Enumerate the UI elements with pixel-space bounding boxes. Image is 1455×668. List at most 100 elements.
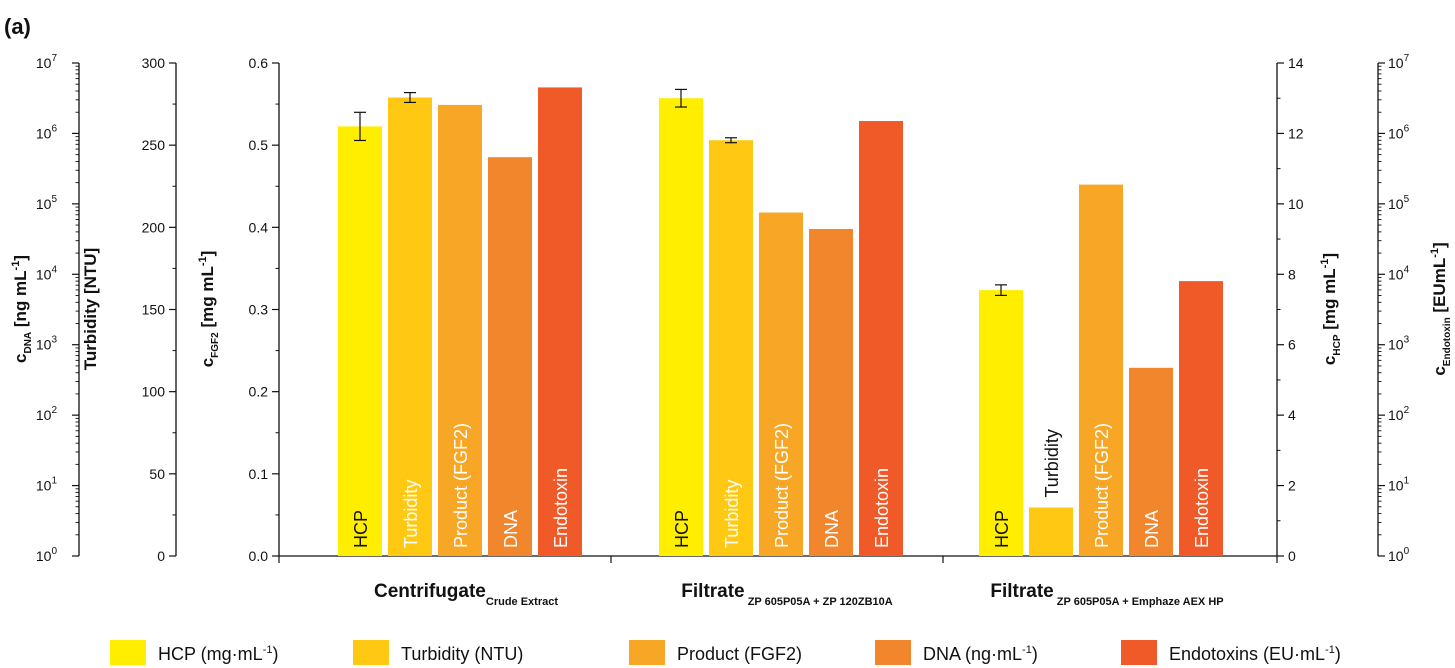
group-label: Filtrate ZP 605P05A + ZP 120ZB10A [681, 581, 892, 608]
turbidity-axis-title: Turbidity [NTU] [81, 248, 100, 370]
legend-label: Endotoxins (EU·mL-1) [1169, 644, 1341, 664]
bar-label: Turbidity [722, 480, 742, 548]
bar-hcp [979, 290, 1023, 556]
turbidity-tick-label: 0 [157, 548, 165, 564]
turbidity-tick-label: 150 [142, 302, 166, 318]
bar-label: HCP [992, 510, 1012, 548]
legend-swatch [110, 640, 146, 665]
turbidity-axis: 0 50 100 150 200 250 300 [142, 55, 177, 564]
hcp-tick-label: 6 [1288, 337, 1296, 353]
fgf2-tick-label: 0.6 [249, 55, 269, 71]
endotoxin-tick-label: 100 [1388, 546, 1410, 564]
bar-label: Endotoxin [551, 468, 571, 548]
dna-tick-label: 101 [36, 476, 58, 494]
bar-label: HCP [351, 510, 371, 548]
fgf2-tick-label: 0.1 [249, 466, 269, 482]
bar-dna [488, 157, 532, 556]
endotoxin-tick-label: 105 [1388, 194, 1410, 212]
turbidity-tick-label: 50 [149, 466, 165, 482]
hcp-tick-label: 0 [1288, 548, 1296, 564]
group-label: CentrifugateCrude Extract [374, 581, 558, 608]
endotoxin-tick-label: 102 [1388, 405, 1410, 423]
legend-label: Turbidity (NTU) [401, 644, 523, 664]
hcp-tick-label: 10 [1288, 196, 1304, 212]
bars-layer: HCP Turbidity Product (FGF2) DNA Endotoxin HC… [338, 87, 1223, 557]
dna-tick-label: 100 [36, 546, 58, 564]
x-axis [278, 555, 1278, 563]
bar-hcp [338, 126, 382, 556]
bar-label: Endotoxin [1192, 468, 1212, 548]
endotoxin-tick-label: 101 [1388, 476, 1410, 494]
endotoxin-tick-label: 107 [1388, 53, 1410, 71]
turbidity-tick-label: 100 [142, 384, 166, 400]
legend-item-dna: DNA (ng·mL-1) [875, 640, 1038, 665]
legend-swatch [1121, 640, 1157, 665]
bar-product-fgf2- [1079, 184, 1123, 556]
endotoxin-tick-label: 104 [1388, 264, 1410, 282]
bar-endotoxin [1179, 281, 1223, 556]
bar-product-fgf2- [438, 104, 482, 556]
legend-swatch [875, 640, 911, 665]
turbidity-tick-label: 200 [142, 219, 166, 235]
panel-label: (a) [4, 14, 31, 39]
hcp-axis-title: cHCP [mg mL-1] [1319, 253, 1343, 365]
endotoxin-tick-label: 106 [1388, 123, 1410, 141]
bar-product-fgf2- [759, 212, 803, 556]
hcp-axis: 0 2 4 6 8 10 12 14 [1276, 55, 1304, 564]
dna-tick-label: 106 [36, 123, 58, 141]
fgf2-axis-title: cFGF2 [mg mL-1] [197, 251, 221, 368]
hcp-tick-label: 2 [1288, 478, 1296, 494]
legend-label: DNA (ng·mL-1) [923, 644, 1038, 664]
bar-endotoxin [859, 121, 903, 556]
fgf2-tick-label: 0.3 [249, 302, 269, 318]
legend-label: Product (FGF2) [677, 644, 802, 664]
bar-label: Product (FGF2) [772, 423, 792, 548]
group-label: Filtrate ZP 605P05A + Emphaze AEX HP [990, 581, 1223, 608]
legend-item-product-fgf2-: Product (FGF2) [629, 640, 802, 665]
bar-hcp [659, 98, 703, 556]
bar-turbidity [388, 97, 432, 556]
endotoxin-axis-title: cEndotoxin [EUmL-1] [1429, 242, 1453, 375]
endotoxin-axis: 100 101 102 103 104 105 106 107 [1377, 53, 1410, 564]
bar-group-1: HCP Turbidity Product (FGF2) DNA Endotoxin [338, 87, 582, 557]
dna-tick-label: 102 [36, 405, 58, 423]
bar-dna [809, 228, 853, 556]
bar-label: Turbidity [1042, 429, 1062, 497]
bar-label: DNA [501, 510, 521, 548]
fgf2-axis: 0.0 0.1 0.2 0.3 0.4 0.5 0.6 [249, 55, 280, 564]
legend-item-endotoxin: Endotoxins (EU·mL-1) [1121, 640, 1341, 665]
bar-turbidity [1029, 507, 1073, 556]
fgf2-tick-label: 0.4 [249, 219, 269, 235]
bar-label: Turbidity [401, 480, 421, 548]
bar-label: DNA [822, 510, 842, 548]
dna-tick-label: 105 [36, 194, 58, 212]
error-bar [675, 88, 687, 108]
bar-group-3: HCP Turbidity Product (FGF2) DNA Endotoxin [979, 184, 1223, 556]
group-labels-layer: CentrifugateCrude Extract Filtrate ZP 605… [374, 581, 1224, 608]
dna-tick-label: 107 [36, 53, 58, 71]
bar-group-2: HCP Turbidity Product (FGF2) DNA Endotoxin [659, 88, 903, 556]
legend: HCP (mg·mL-1) Turbidity (NTU) Product (FGF… [110, 640, 1341, 665]
bar-label: Product (FGF2) [451, 423, 471, 548]
error-bar [404, 91, 416, 104]
bar-endotoxin [538, 87, 582, 557]
bar-label: DNA [1142, 510, 1162, 548]
hcp-tick-label: 4 [1288, 407, 1296, 423]
dna-tick-label: 103 [36, 335, 58, 353]
fgf2-tick-label: 0.0 [249, 548, 269, 564]
dna-tick-label: 104 [36, 264, 58, 282]
hcp-tick-label: 12 [1288, 125, 1304, 141]
bar-label: Endotoxin [872, 468, 892, 548]
turbidity-tick-label: 250 [142, 137, 166, 153]
error-bar [354, 111, 366, 142]
dna-axis: 100 101 102 103 104 105 106 107 [36, 53, 80, 564]
legend-swatch [353, 640, 389, 665]
bar-dna [1129, 367, 1173, 556]
hcp-tick-label: 14 [1288, 55, 1304, 71]
turbidity-tick-label: 300 [142, 55, 166, 71]
bar-turbidity [709, 140, 753, 556]
error-bar [725, 137, 737, 144]
legend-label: HCP (mg·mL-1) [158, 644, 278, 664]
dna-axis-title: cDNA [ng mL-1] [10, 255, 34, 363]
